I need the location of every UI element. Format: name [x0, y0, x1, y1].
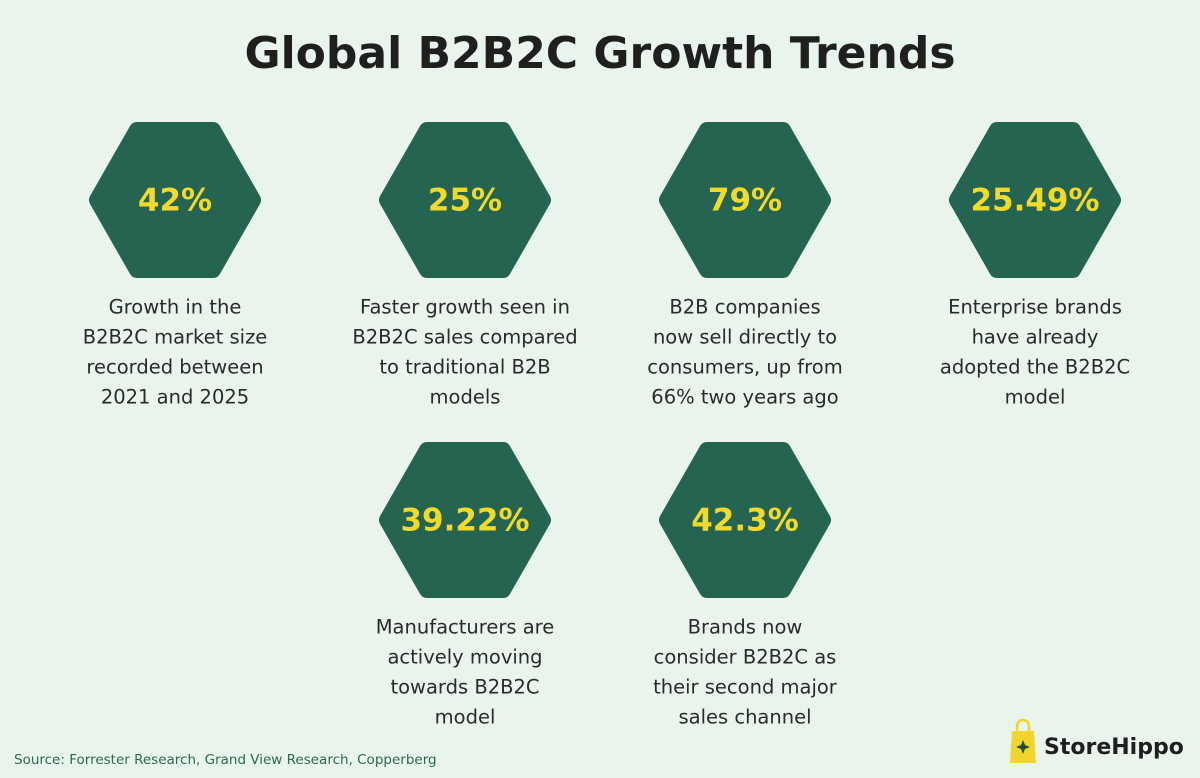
- stat-value: 42.3%: [691, 503, 799, 539]
- stat-description: model: [1005, 386, 1066, 409]
- brand-logo: StoreHippo: [1010, 718, 1184, 763]
- stat-value: 79%: [708, 183, 782, 219]
- stat-value: 39.22%: [400, 503, 529, 539]
- stat-value: 25%: [428, 183, 502, 219]
- stat-description: towards B2B2C: [390, 676, 539, 699]
- sparkle: [1016, 740, 1030, 754]
- stat-description: now sell directly to: [653, 326, 837, 349]
- stat-description: to traditional B2B: [379, 356, 550, 379]
- stat-description: actively moving: [387, 646, 542, 669]
- stat-description: Manufacturers are: [376, 616, 555, 639]
- hexagon: [949, 122, 1121, 278]
- stat-description: recorded between: [86, 356, 263, 379]
- hexagon: [379, 442, 551, 598]
- stat-description: their second major: [653, 676, 838, 699]
- stat-description: Enterprise brands: [948, 296, 1122, 319]
- stat-value: 42%: [138, 183, 212, 219]
- stat-description: Growth in the: [109, 296, 242, 319]
- stat-description: consider B2B2C as: [654, 646, 837, 669]
- hexagon: [89, 122, 261, 278]
- stat-description: model: [435, 706, 496, 729]
- stat-description: Faster growth seen in: [360, 296, 570, 319]
- brand-name: StoreHippo: [1044, 735, 1184, 760]
- stat-description: B2B2C market size: [83, 326, 268, 349]
- stat-description: consumers, up from: [647, 356, 842, 379]
- stat-description: B2B2C sales compared: [352, 326, 577, 349]
- hexagon: [659, 442, 831, 598]
- stat-description: sales channel: [678, 706, 811, 729]
- stat-description: have already: [972, 326, 1099, 349]
- stat-description: B2B companies: [669, 296, 820, 319]
- bag-handle: [1015, 718, 1031, 731]
- stat-description: 2021 and 2025: [101, 386, 249, 409]
- hexagon: [659, 122, 831, 278]
- stat-description: 66% two years ago: [651, 386, 838, 409]
- title: Global B2B2C Growth Trends: [244, 28, 955, 79]
- source: Source: Forrester Research, Grand View R…: [14, 752, 437, 768]
- stat-description: Brands now: [688, 616, 803, 639]
- stat-description: adopted the B2B2C: [940, 356, 1130, 379]
- stat-description: models: [430, 386, 501, 409]
- stat-value: 25.49%: [970, 183, 1099, 219]
- hexagon: [379, 122, 551, 278]
